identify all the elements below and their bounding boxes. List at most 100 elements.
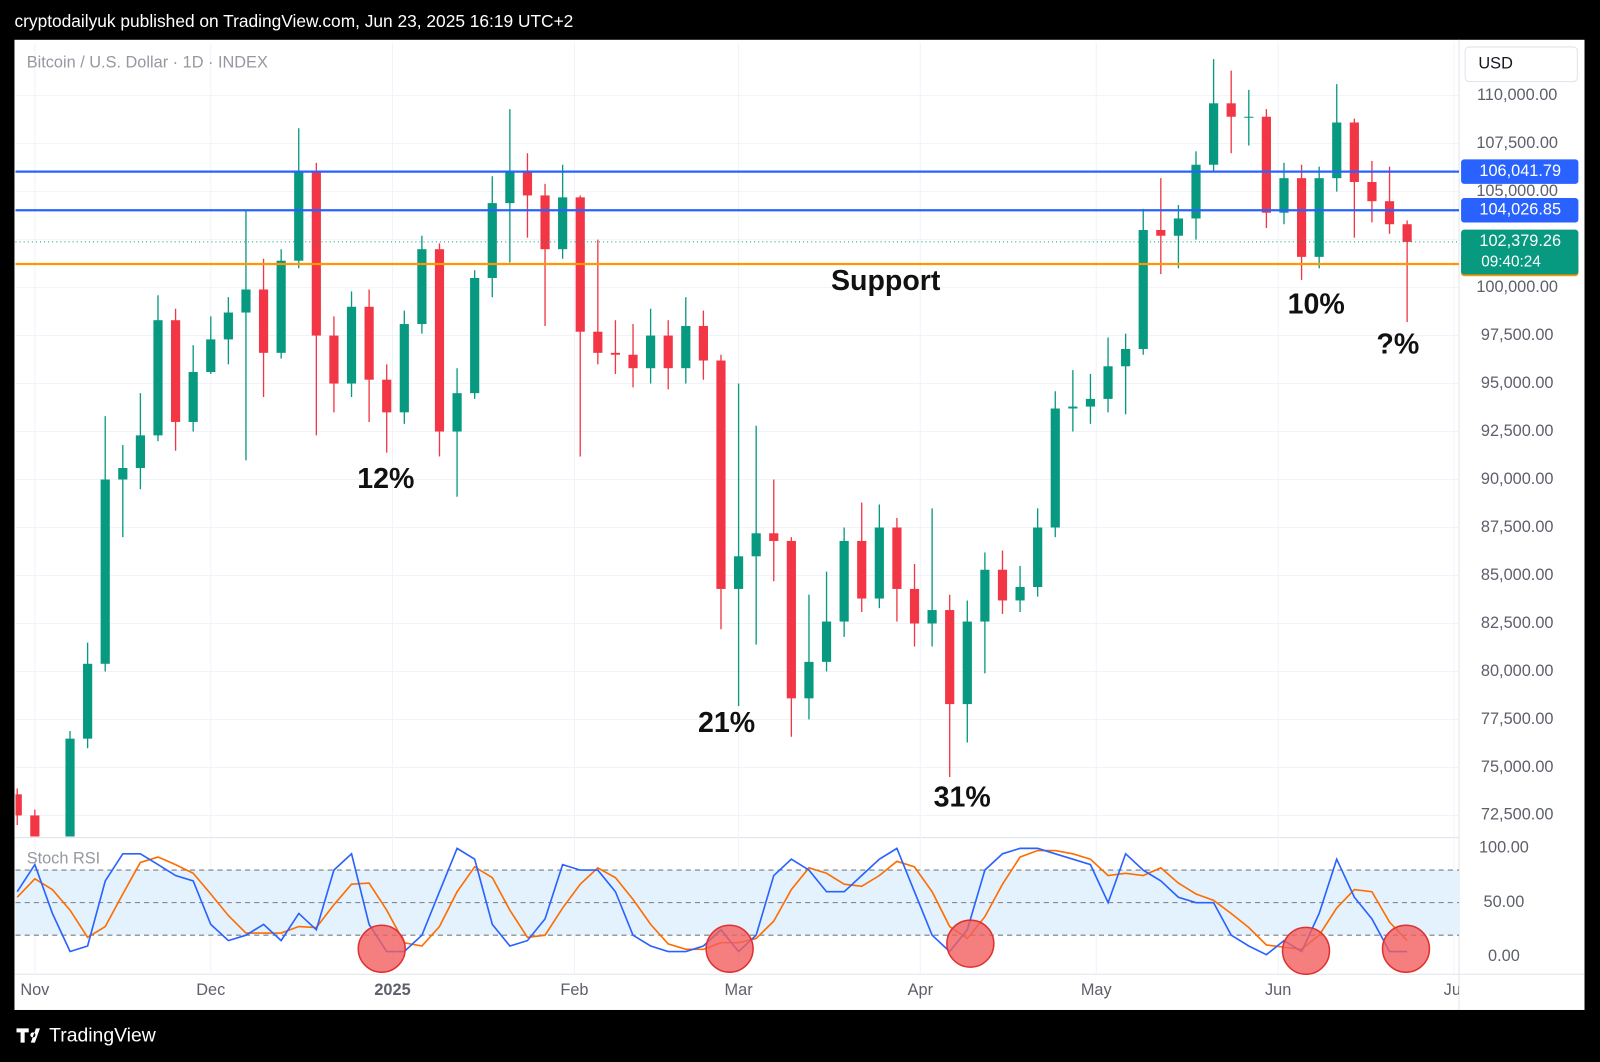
currency: USD: [1478, 55, 1512, 73]
candle-body: [1015, 587, 1025, 601]
candle-body: [294, 172, 304, 261]
y-tick-label: 77,500.00: [1481, 710, 1554, 728]
currency-box[interactable]: [1464, 46, 1578, 83]
candle-body: [892, 527, 902, 589]
x-tick-label: Dec: [196, 981, 225, 999]
candle-body: [540, 195, 550, 250]
x-tick-label: Feb: [560, 981, 588, 999]
candle-body: [927, 610, 937, 624]
candle-body: [1349, 122, 1359, 183]
candle-body: [522, 170, 533, 196]
price-label: 104,026.85: [1479, 201, 1561, 219]
x-tick-label: Jun: [1265, 981, 1291, 999]
candle-body: [1138, 229, 1148, 350]
annotation: 10%: [1288, 289, 1345, 321]
candle-body: [487, 203, 497, 278]
candle-body: [118, 468, 128, 480]
candle-body: [962, 621, 972, 705]
candle-body: [1296, 178, 1307, 257]
candle-body: [698, 325, 708, 361]
price-label-box: [1461, 159, 1579, 184]
candle-body: [945, 610, 955, 705]
annotation: 21%: [698, 707, 755, 739]
last-price-box: [1461, 229, 1579, 275]
candle-body: [1384, 201, 1395, 225]
y-tick-label: 87,500.00: [1481, 518, 1554, 536]
candle-body: [188, 372, 198, 422]
candle-body: [30, 815, 40, 837]
x-tick-label: Jul: [1444, 981, 1465, 999]
highlight: [357, 924, 406, 973]
candle-body: [610, 352, 621, 355]
candle-body: [980, 569, 990, 622]
y-tick-label: 0.00: [1488, 947, 1520, 965]
candle-body: [1367, 182, 1377, 202]
stoch-band: [15, 870, 1460, 936]
y-tick-label: 82,500.00: [1481, 614, 1554, 632]
candle-body: [663, 335, 673, 369]
chart-title: Bitcoin / U.S. Dollar · 1D · INDEX: [27, 54, 268, 72]
candle-body: [1261, 116, 1271, 213]
candle-body: [65, 738, 75, 837]
candle-body: [382, 379, 392, 413]
y-tick-label: 95,000.00: [1481, 374, 1554, 392]
candle-body: [1244, 116, 1254, 118]
x-tick-label: Apr: [908, 981, 934, 999]
y-tick-label: 85,000.00: [1481, 566, 1554, 584]
candle-body: [1033, 527, 1043, 588]
candle-body: [1050, 408, 1060, 528]
y-tick-label: 105,000.00: [1476, 182, 1558, 200]
y-tick-label: 50.00: [1484, 893, 1525, 911]
candle-body: [346, 306, 357, 384]
highlight-circles: [357, 919, 1431, 976]
candle-body: [874, 527, 884, 599]
candle-body: [1226, 103, 1236, 117]
candle-body: [329, 335, 339, 384]
candle-body: [1191, 164, 1201, 219]
candle-body: [857, 540, 867, 599]
candle-body: [311, 172, 321, 336]
y-tick-label: 75,000.00: [1481, 758, 1554, 776]
brand-logo: [16, 1028, 40, 1043]
candle-body: [258, 289, 269, 353]
candle-body: [909, 588, 920, 624]
y-tick-label: 100,000.00: [1476, 278, 1558, 296]
candle-body: [646, 335, 656, 369]
stoch-pane: [15, 847, 1460, 956]
annotation: Support: [831, 265, 941, 297]
y-tick-label: 92,500.00: [1481, 422, 1554, 440]
candle-body: [83, 663, 93, 739]
candle-body: [1103, 366, 1113, 399]
candle-body: [769, 533, 779, 541]
candle-body: [1173, 218, 1184, 236]
y-tick-label: 90,000.00: [1481, 470, 1554, 488]
annotation: ?%: [1376, 328, 1419, 360]
candle-body: [452, 393, 462, 432]
candle-body: [733, 556, 744, 589]
candle-body: [1068, 406, 1078, 409]
publisher: cryptodailyuk published on TradingView.c…: [14, 11, 573, 31]
candle-body: [1314, 178, 1324, 257]
y-tick-label: 107,500.00: [1476, 134, 1558, 152]
candle-body: [628, 354, 638, 369]
x-tick-label: May: [1081, 981, 1113, 999]
highlight: [1381, 924, 1431, 973]
brand: TradingView: [49, 1025, 157, 1047]
last-price-label: 102,379.26: [1479, 232, 1561, 250]
highlight: [1281, 926, 1331, 976]
candle-body: [399, 324, 409, 413]
y-tick-label: 72,500.00: [1481, 806, 1554, 824]
highlight: [705, 924, 754, 973]
candle-body: [1332, 122, 1342, 179]
candle-body: [434, 249, 445, 432]
candle-body: [1121, 349, 1131, 367]
price-pane: [15, 59, 1460, 837]
price-label-box: [1461, 198, 1579, 223]
candle-body: [417, 249, 427, 325]
candle-body: [751, 533, 761, 557]
candle-body: [153, 320, 163, 436]
y-tick-label: 100.00: [1479, 839, 1529, 857]
candle-body: [135, 435, 145, 469]
